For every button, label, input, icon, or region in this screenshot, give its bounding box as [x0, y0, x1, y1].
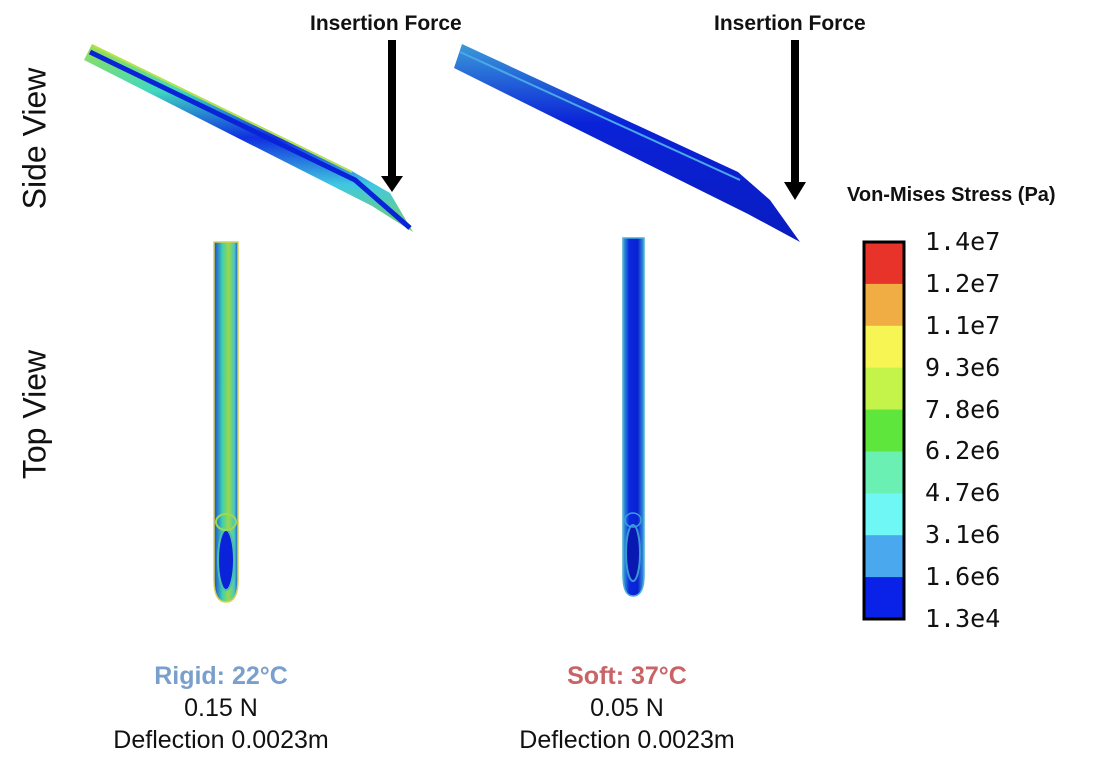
insertion-force-arrow-left — [381, 40, 403, 192]
legend-tick-label: 7.8e6 — [925, 394, 1001, 424]
legend-tick-label: 1.3e4 — [925, 604, 1001, 633]
legend-band — [864, 409, 904, 452]
soft-force: 0.05 N — [590, 694, 664, 722]
rigid-side-view-needle — [84, 44, 413, 232]
legend-tick-label: 6.2e6 — [925, 436, 1001, 466]
soft-deflection: Deflection 0.0023m — [519, 726, 735, 754]
rigid-force: 0.15 N — [184, 694, 258, 722]
legend-tick-label: 1.2e7 — [925, 268, 1001, 298]
legend-title: Von-Mises Stress (Pa) — [847, 184, 1056, 206]
legend-band — [864, 451, 904, 494]
legend-tick-label: 1.4e7 — [925, 227, 1001, 256]
insertion-force-label-right: Insertion Force — [714, 12, 866, 35]
insertion-force-arrow-right — [784, 40, 806, 200]
legend-band — [864, 283, 904, 327]
legend-tick-label: 3.1e6 — [925, 520, 1001, 550]
soft-title: Soft: 37°C — [567, 662, 687, 690]
legend-band — [864, 367, 904, 411]
legend-tick-label: 1.6e6 — [925, 562, 1001, 592]
legend-tick-label: 4.7e6 — [925, 478, 1001, 508]
top-view-label: Top View — [16, 349, 53, 480]
legend-band — [864, 493, 904, 536]
rigid-title: Rigid: 22°C — [154, 662, 288, 690]
legend-band — [864, 242, 904, 285]
side-view-label: Side View — [16, 67, 53, 210]
rigid-caption: Rigid: 22°C 0.15 N Deflection 0.0023m — [61, 662, 381, 755]
legend-color-bar — [864, 242, 904, 620]
legend-band — [864, 577, 904, 620]
soft-side-view-needle — [454, 44, 800, 242]
soft-caption: Soft: 37°C 0.05 N Deflection 0.0023m — [467, 662, 787, 755]
legend-band — [864, 535, 904, 578]
rigid-deflection: Deflection 0.0023m — [113, 726, 329, 754]
insertion-force-label-left: Insertion Force — [310, 12, 462, 35]
soft-top-view-needle — [622, 237, 645, 597]
legend-tick-label: 1.1e7 — [925, 310, 1001, 340]
rigid-top-view-needle — [213, 241, 239, 603]
legend-band — [864, 325, 904, 369]
legend-frame — [862, 240, 906, 621]
legend-tick-label: 9.3e6 — [925, 352, 1001, 382]
